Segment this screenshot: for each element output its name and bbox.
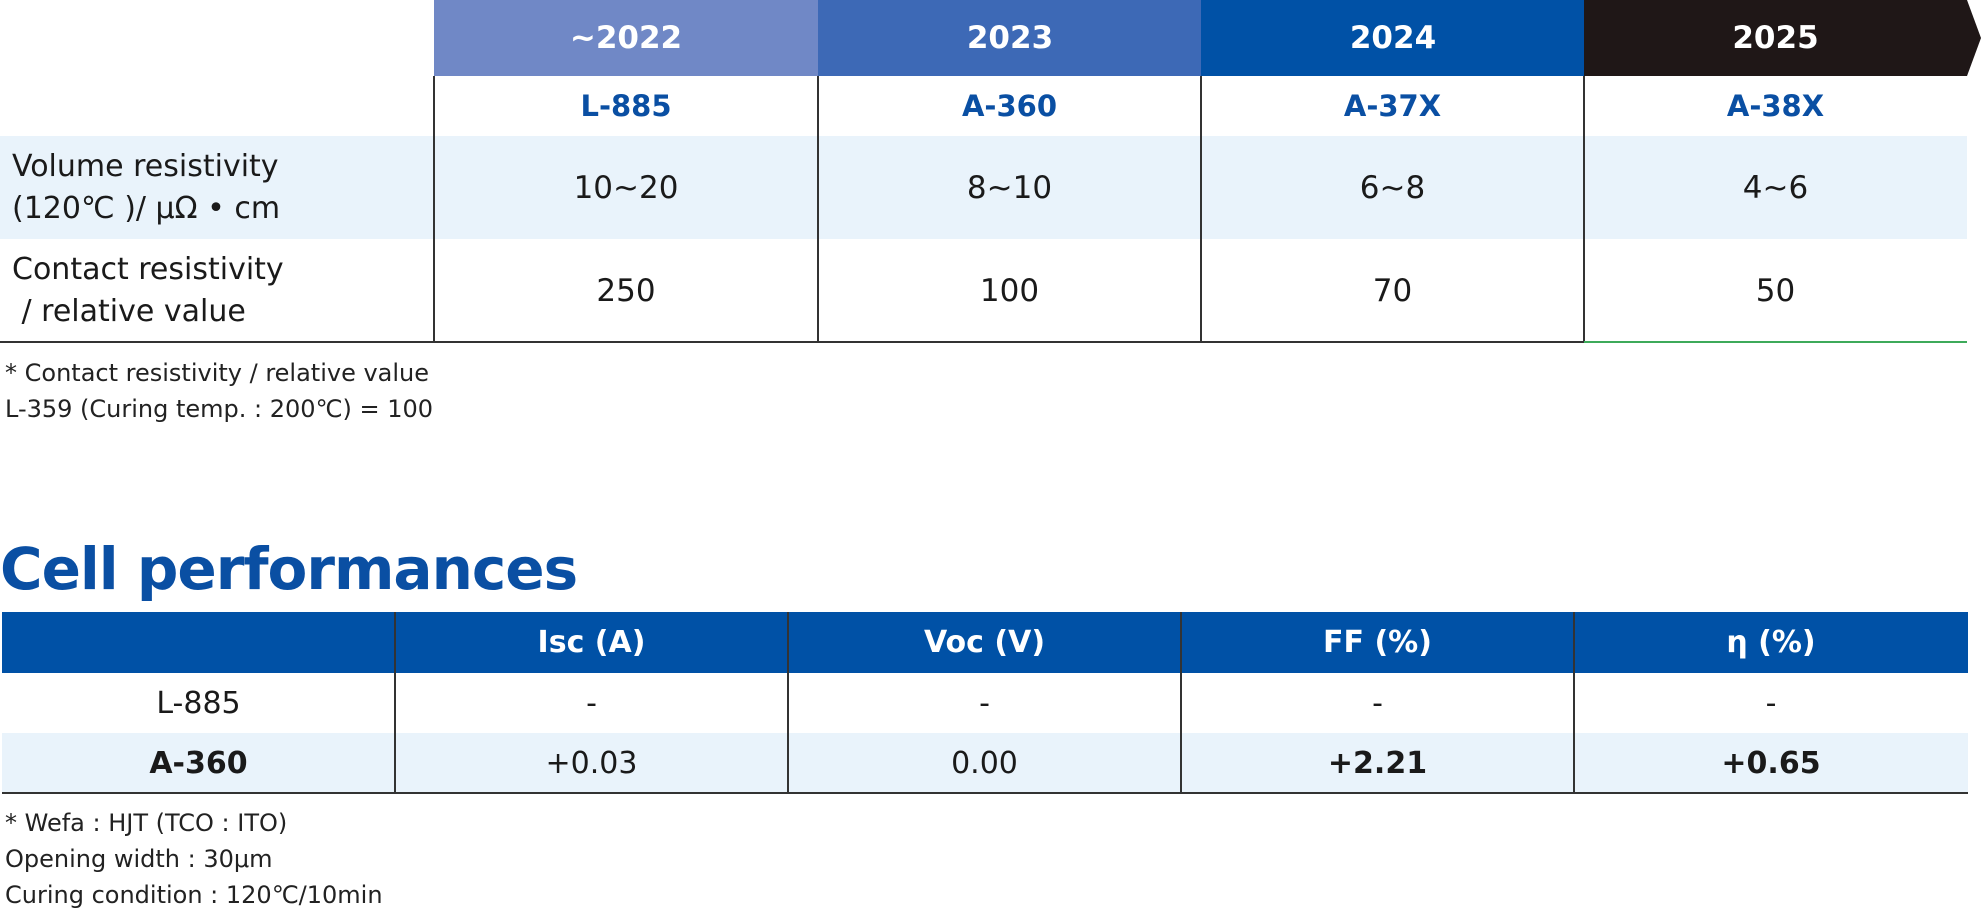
column-header: FF (%): [1323, 625, 1432, 660]
model-name: A-37X: [1343, 89, 1442, 123]
year-arrow-2024: 2024: [1201, 0, 1599, 76]
year-label: 2025: [1732, 20, 1819, 56]
resistivity-roadmap-table: ~2022 2023 2024 2025 L-885 A-360 A-37X A…: [0, 0, 1981, 344]
table-cell: -: [979, 685, 990, 721]
row-label-line: Volume resistivity: [12, 148, 279, 184]
footnote-line: Opening width : 30μm: [5, 845, 273, 873]
table-cell: 10~20: [573, 169, 679, 206]
resistivity-footnote: * Contact resistivity / relative value L…: [5, 355, 433, 427]
year-timeline: ~2022 2023 2024 2025: [434, 0, 1981, 76]
table-cell: 100: [979, 272, 1040, 309]
model-name: A-360: [961, 89, 1057, 123]
section-title: Cell performances: [0, 535, 578, 603]
footnote-line: * Wefa : HJT (TCO : ITO): [5, 809, 288, 837]
row-label-line: (120℃ )/ μΩ • cm: [12, 190, 281, 226]
column-header: Voc (V): [923, 625, 1046, 660]
year-label: 2024: [1349, 20, 1437, 56]
column-header: Isc (A): [537, 625, 646, 660]
column-divider: [1180, 612, 1182, 793]
column-divider: [394, 612, 396, 793]
contact-resistivity-row: Contact resistivity / relative value 250…: [0, 239, 1967, 342]
row-label-line: Contact resistivity: [12, 251, 284, 287]
column-divider: [1200, 76, 1202, 342]
year-label: ~2022: [569, 20, 683, 56]
year-arrow-2025: 2025: [1584, 0, 1981, 76]
table-cell: +2.21: [1327, 745, 1428, 781]
row-label: Volume resistivity (120℃ )/ μΩ • cm: [12, 136, 280, 239]
row-name: L-885: [156, 685, 241, 721]
row-label: Contact resistivity / relative value: [12, 239, 284, 342]
column-divider: [1583, 76, 1585, 342]
table-cell: 250: [596, 272, 656, 309]
volume-resistivity-row: Volume resistivity (120℃ )/ μΩ • cm 10~2…: [0, 136, 1967, 239]
table-bottom-rule-accent: [1584, 341, 1967, 343]
performance-footnote: * Wefa : HJT (TCO : ITO) Opening width :…: [5, 805, 383, 913]
year-label: 2023: [966, 20, 1054, 56]
table-cell: +0.65: [1721, 745, 1821, 781]
table-bottom-rule: [2, 792, 1968, 794]
table-row: A-360 +0.03 0.00 +2.21 +0.65: [2, 733, 1968, 793]
table-bottom-rule: [0, 341, 1584, 343]
column-header: [2, 612, 395, 673]
table-cell: 0.00: [951, 745, 1018, 781]
table-cell: 8~10: [966, 169, 1053, 206]
table-header-row: Isc (A) Voc (V) FF (%) η (%): [2, 612, 1968, 673]
table-row: L-885 - - - -: [2, 673, 1968, 733]
table-cell: 6~8: [1359, 169, 1426, 206]
year-arrow-2023: 2023: [818, 0, 1216, 76]
table-cell: 50: [1755, 272, 1796, 309]
year-arrow-2022: ~2022: [434, 0, 832, 76]
table-cell: -: [586, 685, 597, 721]
model-name: A-38X: [1726, 89, 1825, 123]
table-cell: +0.03: [545, 745, 638, 781]
model-row: L-885 A-360 A-37X A-38X: [434, 76, 1967, 136]
table-cell: 70: [1372, 272, 1413, 309]
column-divider: [1573, 612, 1575, 793]
cell-performance-table: Isc (A) Voc (V) FF (%) η (%) L-885 - - -…: [2, 612, 1968, 794]
row-label-line: / relative value: [12, 293, 246, 329]
column-divider: [817, 76, 819, 342]
model-name: L-885: [580, 89, 672, 123]
footnote-line: L-359 (Curing temp. : 200℃) = 100: [5, 395, 434, 423]
row-name: A-360: [149, 745, 248, 781]
column-divider: [433, 76, 435, 342]
table-cell: -: [1765, 685, 1777, 721]
footnote-line: * Contact resistivity / relative value: [5, 359, 430, 387]
column-divider: [787, 612, 789, 793]
table-cell: -: [1372, 685, 1383, 721]
table-cell: 4~6: [1742, 169, 1809, 206]
footnote-line: Curing condition : 120℃/10min: [5, 881, 383, 909]
column-header: η (%): [1726, 625, 1816, 660]
